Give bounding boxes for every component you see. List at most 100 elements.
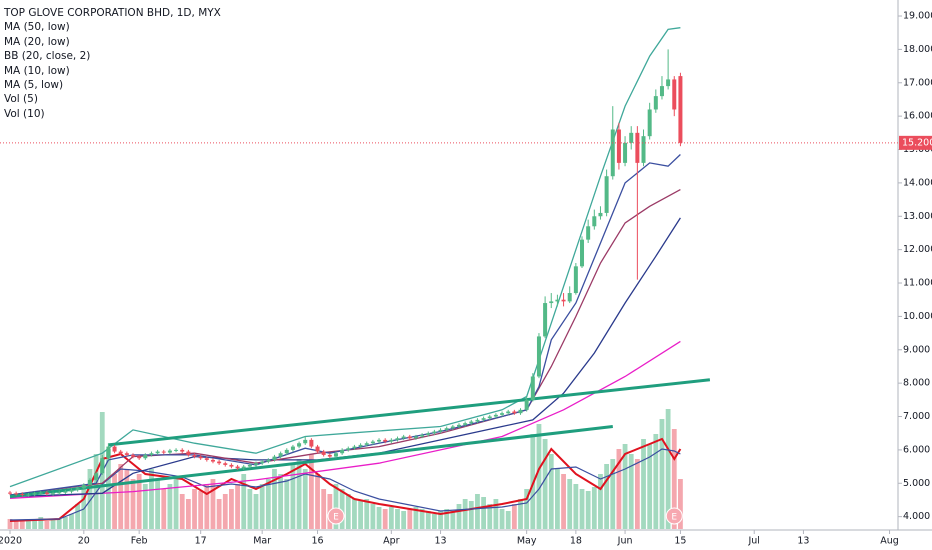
volume-bar <box>536 424 542 529</box>
volume-bar <box>173 479 179 529</box>
y-tick-label: 11.000 <box>903 278 932 289</box>
candle-body <box>118 451 123 454</box>
volume-bar <box>579 489 585 529</box>
indicator-line <box>9 340 681 499</box>
candle-body <box>377 439 382 442</box>
candle-body <box>659 86 664 97</box>
volume-bar <box>87 469 93 529</box>
volume-bar <box>161 489 167 529</box>
volume-bar <box>167 484 173 529</box>
candle-body <box>592 216 597 227</box>
candle-body <box>586 226 591 240</box>
volume-bar <box>112 474 117 529</box>
candle-body <box>475 419 480 422</box>
candle-body <box>284 449 289 454</box>
x-tick-label: Jul <box>747 536 759 547</box>
volume-bar <box>370 504 376 529</box>
volume-bar <box>75 504 81 529</box>
volume-bar <box>253 494 259 529</box>
candle-body <box>629 132 634 143</box>
candle-body <box>463 423 468 425</box>
candle-body <box>303 439 308 444</box>
legend-entry: Vol (10) <box>4 107 45 120</box>
volume-bar <box>653 434 659 529</box>
candle-body <box>346 448 351 450</box>
y-tick-label: 4.000 <box>903 511 930 522</box>
volume-bar <box>438 511 443 529</box>
candle-body <box>124 453 129 455</box>
candle-layer <box>8 49 683 497</box>
volume-bar <box>413 507 419 529</box>
last-price-box <box>899 135 932 150</box>
legend-entry: MA (5, low) <box>4 79 64 92</box>
candle-body <box>131 454 136 457</box>
volume-bar <box>130 479 136 529</box>
candle-body <box>512 411 517 414</box>
volume-bar <box>376 507 382 529</box>
volume-bar <box>308 454 314 529</box>
legend-entry: MA (50, low) <box>4 21 70 34</box>
volume-bar <box>585 491 591 529</box>
volume-bar <box>265 479 271 529</box>
y-tick-label: 14.000 <box>903 177 932 188</box>
y-tick-label: 18.000 <box>903 44 932 55</box>
volume-bar <box>555 469 560 529</box>
candle-body <box>174 449 179 451</box>
volume-bar <box>136 474 142 529</box>
y-tick-label: 5.000 <box>903 478 930 489</box>
candle-body <box>456 424 461 427</box>
x-tick-label: 20 <box>78 536 90 547</box>
volume-bar <box>481 497 487 529</box>
x-tick-label: 15 <box>674 536 686 547</box>
candle-body <box>14 493 19 495</box>
volume-bar <box>235 484 240 529</box>
candle-body <box>469 421 474 424</box>
volume-bar <box>321 489 327 529</box>
candle-body <box>149 453 154 455</box>
volume-bar <box>641 439 646 529</box>
candle-body <box>389 439 394 442</box>
volume-bar <box>69 514 74 529</box>
candle-body <box>598 212 603 217</box>
volume-bar <box>610 459 616 529</box>
candle-body <box>536 336 541 377</box>
candle-body <box>63 491 68 493</box>
volume-bar <box>149 469 154 529</box>
volume-bar <box>450 511 456 529</box>
candle-body <box>678 76 683 143</box>
volume-bar <box>118 464 124 529</box>
candle-body <box>272 456 277 460</box>
candle-body <box>567 293 572 302</box>
candle-body <box>290 446 295 450</box>
indicator-line <box>9 437 682 522</box>
volume-bar <box>431 514 437 529</box>
y-tick-label: 8.000 <box>903 378 930 389</box>
y-tick-label: 19.000 <box>903 11 932 22</box>
candle-body <box>217 461 222 464</box>
candle-body <box>20 493 25 495</box>
last-price-label: 15.200 <box>902 137 932 148</box>
candle-body <box>106 446 111 459</box>
x-tick-label: 13 <box>797 536 809 547</box>
indicator-layer <box>9 27 711 499</box>
candle-body <box>297 443 302 447</box>
candle-body <box>198 456 203 459</box>
candle-body <box>635 132 640 163</box>
volume-bar <box>628 454 634 529</box>
volume-bar <box>210 479 216 529</box>
candle-body <box>500 413 505 415</box>
indicator-line <box>9 217 681 498</box>
candle-body <box>432 431 437 434</box>
event-marker <box>327 507 345 525</box>
y-tick-label: 7.000 <box>903 411 930 422</box>
candle-body <box>266 459 271 462</box>
volume-bar <box>38 517 44 529</box>
volume-bar <box>505 511 511 529</box>
volume-bar <box>179 494 185 529</box>
candle-body <box>260 461 265 464</box>
volume-bar <box>598 474 603 529</box>
volume-bar <box>62 517 68 529</box>
volume-bar <box>364 499 370 529</box>
candle-body <box>186 451 191 455</box>
